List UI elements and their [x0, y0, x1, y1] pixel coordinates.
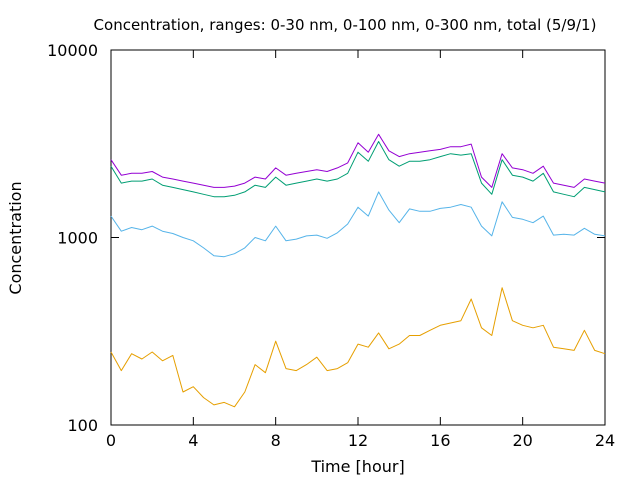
series-line-4: [110, 133, 606, 188]
plot-frame: [110, 49, 606, 426]
x-tick-label: 20: [512, 431, 532, 450]
y-axis: 100 1000 10000: [47, 41, 605, 435]
x-tick-label: 12: [348, 431, 368, 450]
y-tick-label: 10000: [47, 41, 98, 60]
series-line-3: [110, 141, 606, 198]
y-axis-title: Concentration: [6, 181, 25, 294]
x-tick-label: 0: [106, 431, 116, 450]
series-layer: [110, 133, 606, 408]
chart-title: Concentration, ranges: 0-30 nm, 0-100 nm…: [94, 16, 597, 34]
series-line-1: [110, 287, 606, 408]
x-tick-label: 24: [595, 431, 615, 450]
y-tick-label: 100: [67, 416, 98, 435]
x-axis-title: Time [hour]: [310, 457, 404, 476]
x-tick-label: 8: [271, 431, 281, 450]
x-tick-label: 16: [430, 431, 450, 450]
series-line-2: [110, 191, 606, 258]
x-axis: 0 4 8 12 16 20 24: [106, 50, 615, 450]
x-tick-label: 4: [188, 431, 198, 450]
y-tick-label: 1000: [57, 229, 98, 248]
